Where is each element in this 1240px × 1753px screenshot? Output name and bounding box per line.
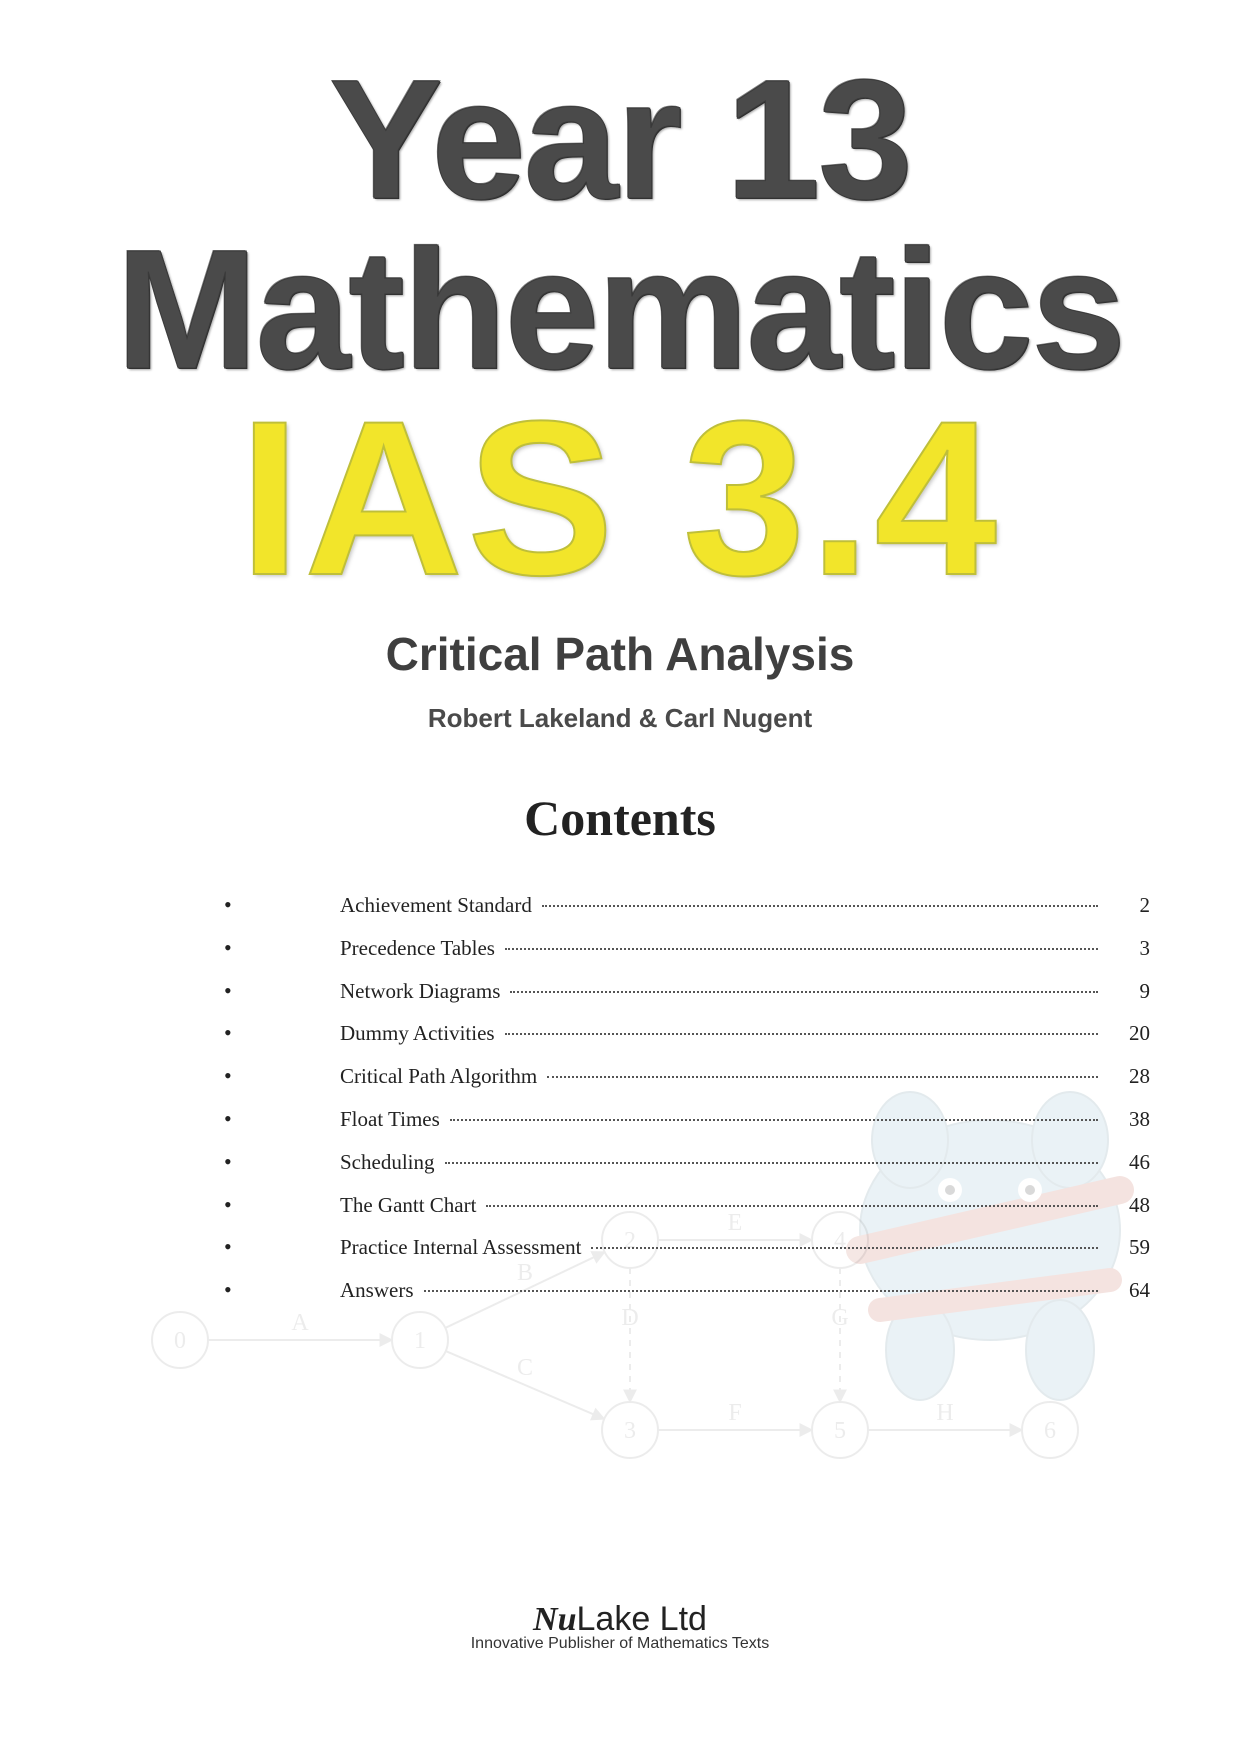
toc-page-number: 48 [1102,1187,1150,1225]
toc-page-number: 2 [1102,887,1150,925]
toc-bullet: • [220,971,340,1011]
toc-dots [450,1119,1098,1121]
toc-row: •Scheduling 46 [220,1142,1150,1182]
toc-bullet: • [220,1185,340,1225]
toc-label: Float Times [340,1101,446,1139]
subtitle: Critical Path Analysis [90,627,1150,681]
toc-row: •Answers 64 [220,1270,1150,1310]
toc-bullet: • [220,1099,340,1139]
contents-heading: Contents [90,789,1150,847]
toc-page-number: 46 [1102,1144,1150,1182]
toc-dots [510,991,1098,993]
toc-row: •Network Diagrams 9 [220,971,1150,1011]
toc-dots [505,1033,1098,1035]
svg-text:6: 6 [1044,1418,1056,1444]
toc-page-number: 64 [1102,1272,1150,1310]
toc-label: Dummy Activities [340,1015,501,1053]
toc-label: Achievement Standard [340,887,538,925]
svg-text:F: F [728,1400,741,1426]
toc-dots [542,905,1098,907]
toc-row: •Dummy Activities 20 [220,1013,1150,1053]
title-ias: IAS 3.4 [90,399,1150,597]
toc-row: •Achievement Standard 2 [220,885,1150,925]
toc-dots [424,1290,1099,1292]
toc-bullet: • [220,1013,340,1053]
toc-label: Precedence Tables [340,930,501,968]
title-line1: Year 13 [90,60,1150,222]
toc-page-number: 20 [1102,1015,1150,1053]
toc-dots [486,1205,1098,1207]
toc-page-number: 38 [1102,1101,1150,1139]
toc-dots [505,948,1098,950]
toc-label: Practice Internal Assessment [340,1229,587,1267]
svg-text:1: 1 [414,1328,426,1354]
toc-bullet: • [220,928,340,968]
svg-text:H: H [936,1400,953,1426]
toc-dots [445,1162,1099,1164]
toc-page-number: 59 [1102,1229,1150,1267]
toc-bullet: • [220,1227,340,1267]
svg-text:3: 3 [624,1418,636,1444]
toc-row: •Practice Internal Assessment 59 [220,1227,1150,1267]
title-line2: Mathematics [90,230,1150,392]
toc-bullet: • [220,1142,340,1182]
svg-text:A: A [291,1310,309,1336]
publisher-name: NuLake Ltd [0,1600,1240,1639]
toc-label: Answers [340,1272,420,1310]
toc-row: •Float Times 38 [220,1099,1150,1139]
toc-page-number: 28 [1102,1058,1150,1096]
svg-text:C: C [517,1355,533,1381]
publisher-name-rest: Lake Ltd [577,1600,707,1638]
toc-label: Critical Path Algorithm [340,1058,543,1096]
publisher-tagline: Innovative Publisher of Mathematics Text… [0,1635,1240,1653]
toc-bullet: • [220,1056,340,1096]
toc-label: Scheduling [340,1144,441,1182]
toc-row: •Precedence Tables 3 [220,928,1150,968]
toc-dots [547,1076,1098,1078]
svg-text:5: 5 [834,1418,846,1444]
publisher-name-prefix: Nu [533,1601,576,1638]
toc-bullet: • [220,885,340,925]
toc-dots [591,1247,1098,1249]
publisher-block: NuLake Ltd Innovative Publisher of Mathe… [0,1600,1240,1653]
toc-label: Network Diagrams [340,973,506,1011]
toc-row: •Critical Path Algorithm 28 [220,1056,1150,1096]
toc-row: •The Gantt Chart 48 [220,1185,1150,1225]
toc-label: The Gantt Chart [340,1187,482,1225]
authors: Robert Lakeland & Carl Nugent [90,703,1150,734]
toc-bullet: • [220,1270,340,1310]
toc-page-number: 3 [1102,930,1150,968]
svg-text:0: 0 [174,1328,186,1354]
toc-page-number: 9 [1102,973,1150,1011]
table-of-contents: •Achievement Standard2•Precedence Tables… [220,885,1150,1310]
